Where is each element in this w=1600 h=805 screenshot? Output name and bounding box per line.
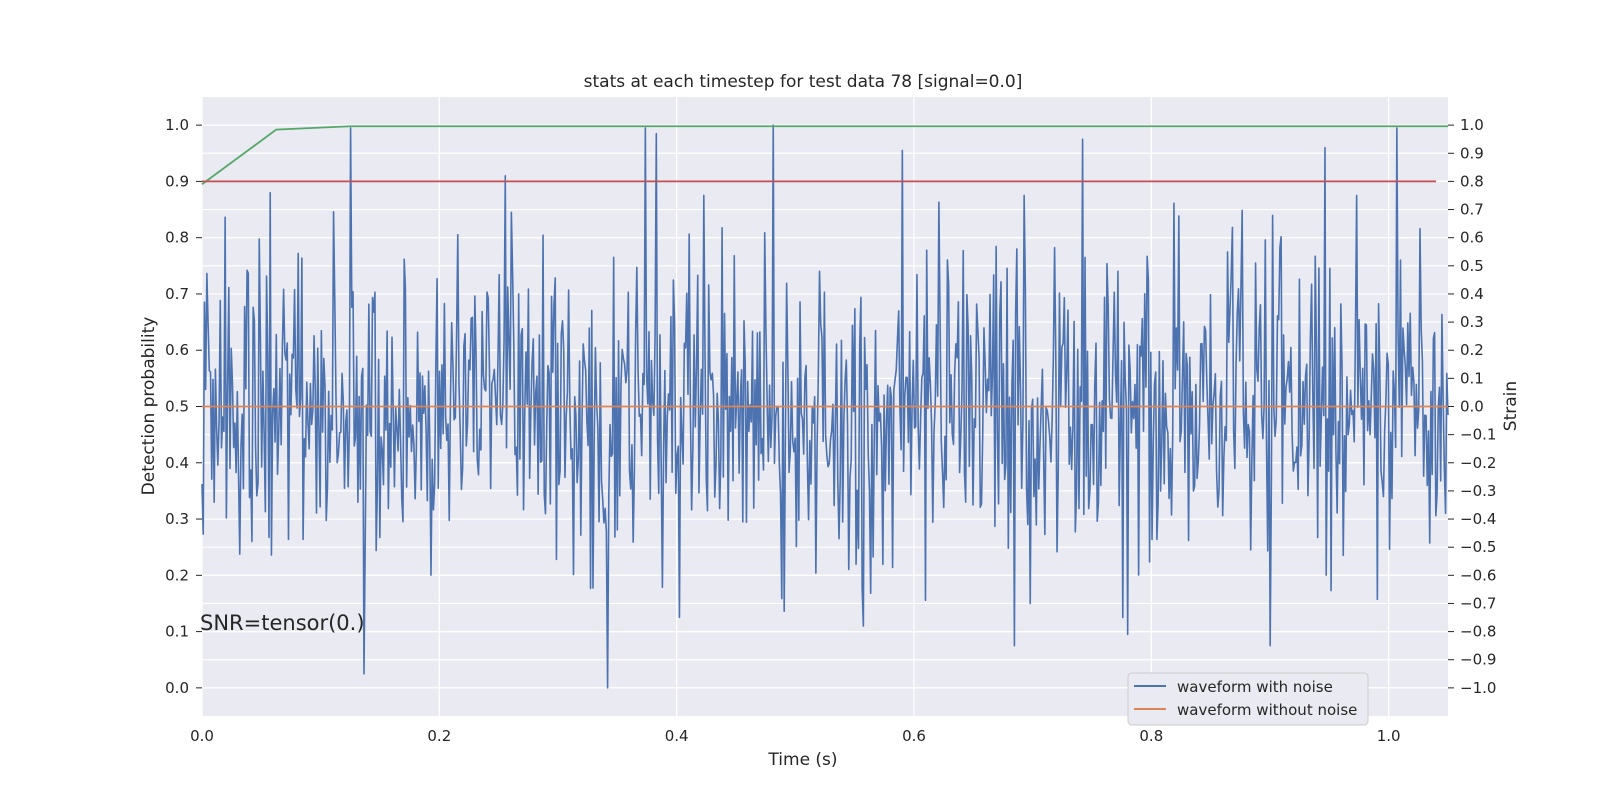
y-tick-label: 0.3 (165, 510, 189, 528)
x-tick-label: 0.6 (902, 727, 926, 745)
y2-tick-label: 0.2 (1460, 341, 1484, 359)
y2-axis-label: Strain (1501, 381, 1521, 431)
y2-tick-label: −0.3 (1460, 482, 1496, 500)
series-waveform-with-noise (201, 124, 1449, 689)
x-tick-label: 0.4 (665, 727, 689, 745)
left-axis: 0.0 0.1 0.2 0.3 0.4 0.5 0.6 0.7 0.8 0.9 1.0 (165, 116, 202, 697)
y2-tick-label: −0.6 (1460, 566, 1496, 584)
y2-tick-label: −1.0 (1460, 679, 1496, 697)
x-tick-label: 0.2 (427, 727, 451, 745)
y-tick-label: 0.2 (165, 566, 189, 584)
y-tick-label: 1.0 (165, 116, 189, 134)
legend-label-clean: waveform without noise (1177, 701, 1357, 719)
chart-title: stats at each timestep for test data 78 … (584, 72, 1023, 92)
y-axis-label: Detection probability (139, 317, 159, 496)
y2-tick-label: 0.0 (1460, 398, 1484, 416)
y2-tick-label: 0.1 (1460, 369, 1484, 387)
y-tick-label: 0.7 (165, 285, 189, 303)
y2-tick-label: 0.5 (1460, 257, 1484, 275)
y2-tick-label: −0.9 (1460, 651, 1496, 669)
snr-annotation: SNR=tensor(0.) (200, 611, 365, 635)
legend: waveform with noise waveform without noi… (1127, 672, 1369, 726)
x-tick-label: 1.0 (1377, 727, 1401, 745)
y-tick-label: 0.5 (165, 398, 189, 416)
x-tick-label: 0.8 (1139, 727, 1163, 745)
y2-tick-label: −0.5 (1460, 538, 1496, 556)
x-tick-label: 0.0 (190, 727, 214, 745)
x-axis-label: Time (s) (767, 750, 837, 770)
y2-tick-label: 0.8 (1460, 172, 1484, 190)
y-tick-label: 0.9 (165, 172, 189, 190)
y2-tick-label: 0.9 (1460, 144, 1484, 162)
y2-tick-label: −0.7 (1460, 594, 1496, 612)
y-tick-label: 0.6 (165, 341, 189, 359)
y-tick-label: 0.1 (165, 623, 189, 641)
y2-tick-label: 1.0 (1460, 116, 1484, 134)
x-axis: 0.0 0.2 0.4 0.6 0.8 1.0 (190, 727, 1401, 745)
y2-tick-label: −0.2 (1460, 454, 1496, 472)
y-tick-label: 0.4 (165, 454, 189, 472)
y2-tick-label: 0.3 (1460, 313, 1484, 331)
y2-tick-label: 0.7 (1460, 201, 1484, 219)
y2-tick-label: −0.1 (1460, 426, 1496, 444)
legend-box (1127, 672, 1369, 726)
y-tick-label: 0.8 (165, 229, 189, 247)
series-detection-probability (201, 125, 1448, 185)
y2-tick-label: 0.6 (1460, 229, 1484, 247)
y-tick-label: 0.0 (165, 679, 189, 697)
y2-tick-label: −0.4 (1460, 510, 1496, 528)
right-axis: −1.0 −0.9 −0.8 −0.7 −0.6 −0.5 −0.4 −0.3 −0.2 −0.1… (1448, 116, 1496, 697)
series-layer (201, 124, 1449, 689)
y2-tick-label: 0.4 (1460, 285, 1484, 303)
legend-label-noise: waveform with noise (1177, 678, 1333, 696)
y2-tick-label: −0.8 (1460, 623, 1496, 641)
